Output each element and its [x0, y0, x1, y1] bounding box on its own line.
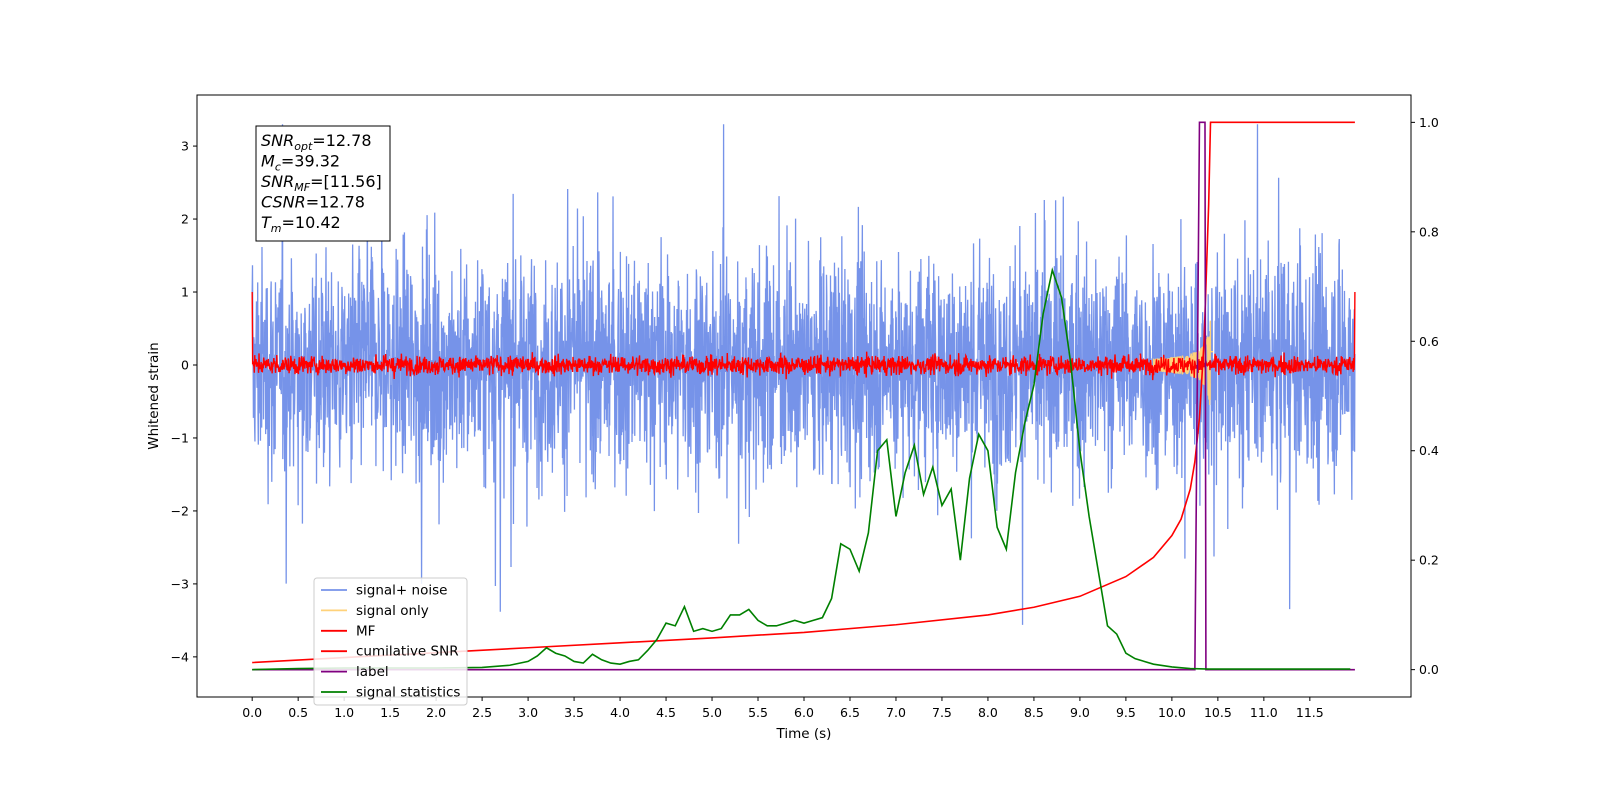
legend-entry: label [356, 664, 389, 680]
y-left-tick-label: 0 [181, 357, 189, 372]
legend-entry: cumilative SNR [356, 644, 459, 660]
x-tick-label: 3.5 [564, 705, 584, 720]
y-left-tick-label: −4 [171, 649, 189, 664]
x-tick-label: 10.5 [1204, 705, 1232, 720]
x-tick-label: 2.5 [472, 705, 492, 720]
x-tick-label: 5.5 [748, 705, 768, 720]
legend-frame [313, 577, 468, 706]
x-axis-ticks: 0.0 0.5 1.0 1.5 2.0 2.5 3.0 3.5 4.0 4.5 5.0 5.5 6.0 6… [242, 697, 1324, 720]
y-left-axis-label: Whitened strain [146, 342, 162, 449]
y-right-tick-label: 0.2 [1419, 553, 1439, 568]
x-tick-label: 9.0 [1070, 705, 1090, 720]
annotation-line: Mc=39.32 [261, 152, 340, 174]
x-tick-label: 11.5 [1296, 705, 1324, 720]
x-tick-label: 2.0 [426, 705, 446, 720]
y-left-tick-label: 1 [181, 285, 189, 300]
legend: signal+ noise signal only MF cumilative SNR… [313, 577, 468, 706]
annotation-line: SNRopt=12.78 [261, 131, 372, 153]
signal-noise-series [251, 124, 1356, 625]
x-tick-label: 6.0 [794, 705, 814, 720]
y-left-tick-label: −1 [171, 430, 189, 445]
y-left-axis-ticks: 3 2 1 0 −1 −2 −3 −4 [171, 139, 197, 664]
cumulative-snr-line [252, 121, 1355, 664]
legend-entry: signal only [356, 603, 429, 619]
y-left-tick-label: 2 [181, 212, 189, 227]
signal-noise-line [251, 124, 1356, 625]
annotation-line: Tm=10.42 [261, 213, 341, 235]
y-left-tick-label: −2 [171, 503, 189, 518]
x-tick-label: 10.0 [1158, 705, 1186, 720]
x-tick-label: 11.0 [1250, 705, 1278, 720]
annotation-frame [255, 125, 391, 242]
x-tick-label: 0.0 [242, 705, 262, 720]
x-tick-label: 8.5 [1024, 705, 1044, 720]
x-tick-label: 8.0 [978, 705, 998, 720]
y-right-axis-ticks: 1.0 0.8 0.6 0.4 0.2 0.0 [1411, 115, 1439, 677]
x-tick-label: 5.0 [702, 705, 722, 720]
annotation-line: SNRMF=[11.56] [261, 172, 382, 194]
y-right-tick-label: 0.8 [1419, 224, 1439, 239]
signal-statistics-line [252, 267, 1351, 671]
right-axis-series [252, 121, 1355, 671]
x-tick-label: 3.0 [518, 705, 538, 720]
x-tick-label: 1.5 [380, 705, 400, 720]
legend-entry: signal+ noise [356, 583, 447, 599]
x-tick-label: 7.0 [886, 705, 906, 720]
legend-entry: MF [356, 623, 375, 639]
mf-line [251, 292, 1356, 381]
y-right-tick-label: 1.0 [1419, 115, 1439, 130]
x-tick-label: 4.5 [656, 705, 676, 720]
x-tick-label: 7.5 [932, 705, 952, 720]
y-left-tick-label: −3 [171, 576, 189, 591]
mf-series [251, 292, 1356, 381]
x-tick-label: 4.0 [610, 705, 630, 720]
y-right-tick-label: 0.6 [1419, 334, 1439, 349]
x-tick-label: 6.5 [840, 705, 860, 720]
y-right-tick-label: 0.4 [1419, 443, 1439, 458]
x-axis-label: Time (s) [776, 726, 832, 742]
x-tick-label: 9.5 [1116, 705, 1136, 720]
y-right-tick-label: 0.0 [1419, 662, 1439, 677]
x-tick-label: 0.5 [288, 705, 308, 720]
legend-entry: signal statistics [356, 685, 460, 701]
annotation-box: SNRopt=12.78Mc=39.32SNRMF=[11.56]CSNR=12… [255, 125, 391, 242]
y-left-tick-label: 3 [181, 139, 189, 154]
x-tick-label: 1.0 [334, 705, 354, 720]
annotation-line: CSNR=12.78 [261, 193, 365, 212]
